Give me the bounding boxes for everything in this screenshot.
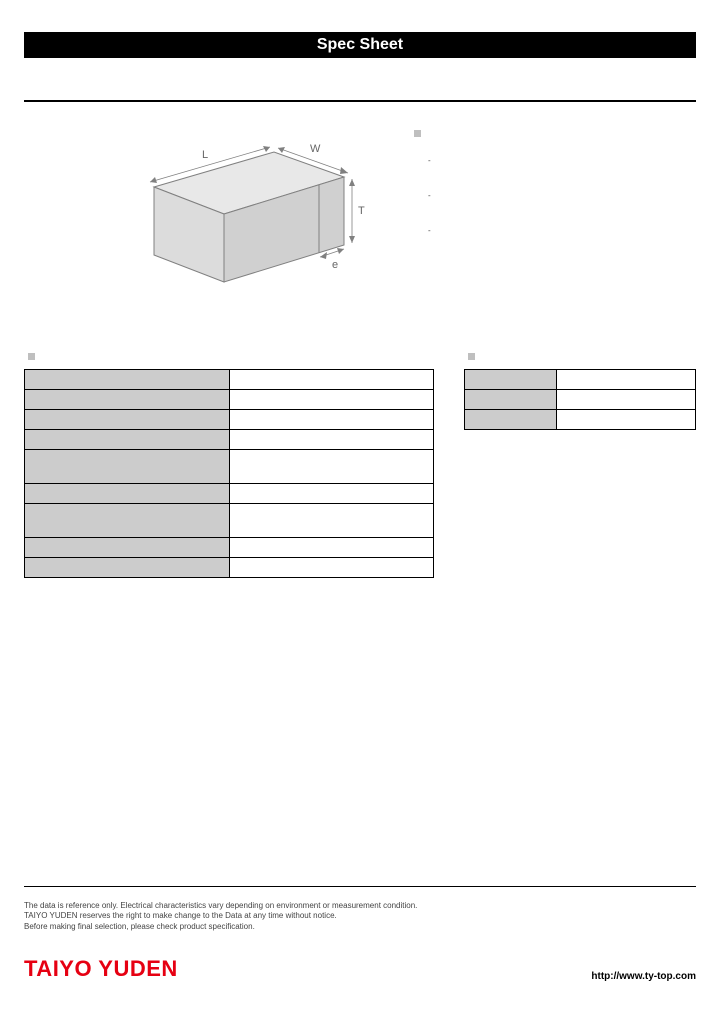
table-row xyxy=(25,484,434,504)
website-url: http://www.ty-top.com xyxy=(591,971,696,982)
note-item: - xyxy=(428,226,696,235)
note-item: - xyxy=(428,156,696,165)
table-row xyxy=(25,504,434,538)
dim-label-l: L xyxy=(202,149,208,161)
table-row xyxy=(465,370,696,390)
package-table xyxy=(464,369,696,430)
bullet-square-icon xyxy=(468,353,475,360)
divider-top xyxy=(24,100,696,102)
dim-label-t: T xyxy=(358,205,365,217)
brand-logo: TAIYO YUDEN xyxy=(24,956,178,982)
bullet-square-icon xyxy=(414,130,421,137)
dim-label-w: W xyxy=(310,143,321,155)
divider-footer xyxy=(24,886,696,887)
table-row xyxy=(25,538,434,558)
spec-table xyxy=(24,369,434,578)
component-diagram: L W T e xyxy=(24,122,374,317)
table-row xyxy=(25,410,434,430)
table-row xyxy=(25,430,434,450)
table-row xyxy=(25,558,434,578)
table-row xyxy=(25,390,434,410)
dim-label-e: e xyxy=(332,259,338,271)
table-row xyxy=(25,370,434,390)
title-bar: Spec Sheet xyxy=(24,32,696,58)
table-row xyxy=(465,410,696,430)
notes-section: - - - xyxy=(414,122,696,317)
bullet-square-icon xyxy=(28,353,35,360)
table-row xyxy=(465,390,696,410)
disclaimer: The data is reference only. Electrical c… xyxy=(24,901,696,932)
table-row xyxy=(25,450,434,484)
note-item: - xyxy=(428,191,696,200)
